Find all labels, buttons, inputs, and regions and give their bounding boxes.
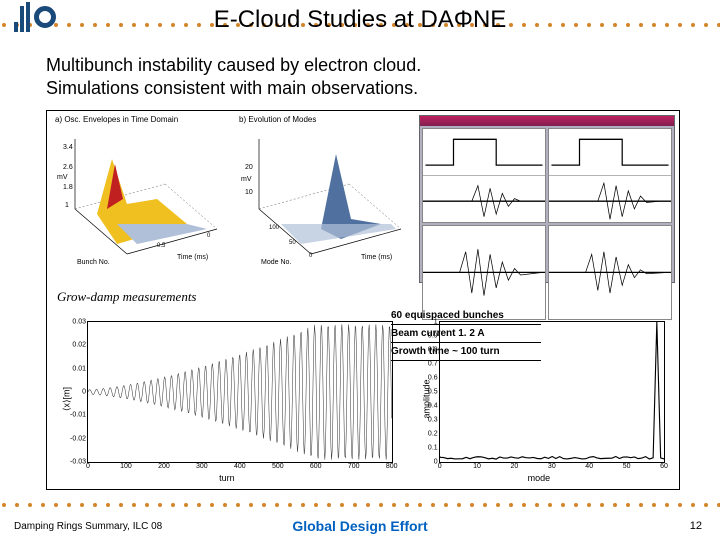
osc-cell-2: [548, 128, 672, 223]
svg-text:Time (ms): Time (ms): [177, 254, 208, 261]
svg-text:1: 1: [65, 202, 69, 209]
svg-text:mV: mV: [57, 174, 68, 181]
info-line-2: Beam current 1. 2 A: [391, 325, 541, 343]
svg-text:3.4: 3.4: [63, 144, 73, 151]
svg-text:Time (ms): Time (ms): [361, 254, 392, 261]
osc-cell-1: [422, 128, 546, 223]
svg-text:Bunch No.: Bunch No.: [77, 259, 110, 266]
body-line-1: Multibunch instability caused by electro…: [46, 54, 680, 77]
panel-b-svg: 20 10 mV Mode No. Time (ms) 100 50 0: [241, 129, 411, 269]
panel-a-svg: 3.4 2.6 1.8 1 mV Bunch No. Time (ms) 0.5…: [57, 129, 227, 269]
slide-title: E-Cloud Studies at DAΦNE: [0, 6, 720, 34]
info-box: 60 equispaced bunches Beam current 1. 2 …: [391, 307, 541, 361]
body-text: Multibunch instability caused by electro…: [46, 54, 680, 101]
top-row: a) Osc. Envelopes in Time Domain 3.4 2.6…: [51, 115, 675, 283]
footer-right: 12: [690, 520, 702, 532]
dots-bottom: [0, 502, 720, 508]
osc-cell-4: [548, 225, 672, 320]
svg-text:10: 10: [245, 189, 253, 196]
osc-cell-3: [422, 225, 546, 320]
svg-text:20: 20: [245, 164, 253, 171]
osc-titlebar: [420, 116, 674, 126]
figure-area: a) Osc. Envelopes in Time Domain 3.4 2.6…: [46, 110, 680, 490]
svg-text:1.8: 1.8: [63, 184, 73, 191]
svg-text:Mode No.: Mode No.: [261, 259, 291, 266]
growth-panel: ⟨x⟩[m] turn 0.030.020.010-0.01-0.02-0.03…: [55, 315, 399, 483]
svg-text:50: 50: [289, 240, 296, 246]
growth-axes: 0.030.020.010-0.01-0.02-0.03 01002003004…: [87, 321, 393, 463]
growth-ylabel: ⟨x⟩[m]: [62, 387, 73, 411]
mode-ylabel: amplitude: [421, 379, 431, 418]
svg-text:100: 100: [269, 225, 280, 231]
osc-grid: [422, 128, 672, 280]
svg-text:2.6: 2.6: [63, 164, 73, 171]
bottom-row: ⟨x⟩[m] turn 0.030.020.010-0.01-0.02-0.03…: [55, 315, 671, 483]
svg-text:0.5: 0.5: [157, 243, 166, 249]
growth-xlabel: turn: [219, 473, 235, 483]
growth-svg: [88, 322, 392, 462]
svg-text:mV: mV: [241, 176, 252, 183]
mode-xlabel: mode: [528, 473, 551, 483]
footer-center: Global Design Effort: [0, 518, 720, 534]
info-line-1: 60 equispaced bunches: [391, 307, 541, 325]
panel-a-3d: a) Osc. Envelopes in Time Domain 3.4 2.6…: [51, 115, 231, 283]
panel-b-3d: b) Evolution of Modes 20 10 mV Mode No. …: [235, 115, 415, 283]
panel-b-title: b) Evolution of Modes: [239, 115, 316, 124]
growdamp-label: Grow-damp measurements: [57, 289, 197, 305]
body-line-2: Simulations consistent with main observa…: [46, 77, 680, 100]
svg-text:0: 0: [207, 233, 211, 239]
info-line-3: Growth time ~ 100 turn: [391, 343, 541, 361]
panel-a-title: a) Osc. Envelopes in Time Domain: [55, 115, 178, 124]
oscilloscope-window: [419, 115, 675, 283]
